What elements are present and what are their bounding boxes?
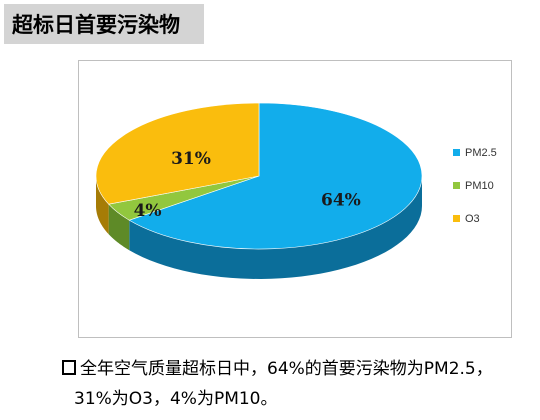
caption-line-1: 全年空气质量超标日中，64%的首要污染物为PM2.5， <box>80 359 493 379</box>
data-label-o3: 31% <box>171 149 211 169</box>
pie-side-pm10 <box>108 204 130 251</box>
legend-label-o3: O3 <box>465 213 480 225</box>
pie-labels: 64% 4% 31% <box>134 149 361 221</box>
pie-tops <box>95 102 423 250</box>
legend: PM2.5 PM10 O3 <box>453 147 497 225</box>
legend-label-pm25: PM2.5 <box>465 147 497 159</box>
legend-swatch-o3 <box>453 215 460 222</box>
legend-swatch-pm10 <box>453 182 460 189</box>
bullet-square-icon <box>62 360 76 375</box>
pie-slice-o3 <box>95 102 260 205</box>
data-label-pm25: 64% <box>321 190 361 210</box>
caption-text: 全年空气质量超标日中，64%的首要污染物为PM2.5， 31%为O3，4%为PM… <box>62 354 536 414</box>
chart-frame: 64% 4% 31% PM2.5 PM10 O3 <box>78 60 512 338</box>
pie-chart: 64% 4% 31% PM2.5 PM10 O3 <box>95 102 497 279</box>
caption-line-2: 31%为O3，4%为PM10。 <box>74 389 278 409</box>
pie-slice-pm25 <box>128 102 423 250</box>
legend-label-pm10: PM10 <box>465 180 494 192</box>
data-label-pm10: 4% <box>134 201 162 221</box>
page-title: 超标日首要污染物 <box>12 13 180 37</box>
title-banner: 超标日首要污染物 <box>4 4 204 44</box>
legend-swatch-pm25 <box>453 149 460 156</box>
pie-side-pm25 <box>129 176 422 279</box>
